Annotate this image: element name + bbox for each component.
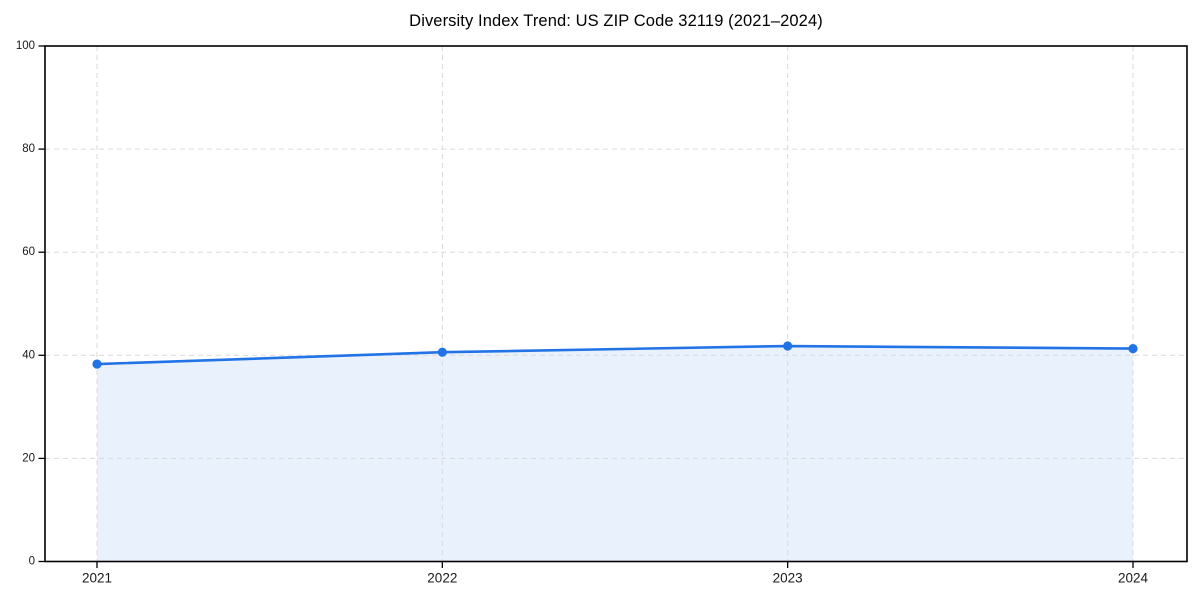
y-tick-label-0: 0 (29, 556, 35, 568)
data-point-2022 (437, 347, 447, 357)
data-point-2023 (783, 341, 793, 351)
x-tick-label-2024: 2024 (1118, 571, 1149, 586)
x-tick-label-2023: 2023 (773, 571, 803, 586)
data-point-2024 (1128, 343, 1138, 354)
area-fill (97, 346, 1133, 562)
y-tick-label-40: 40 (22, 349, 35, 361)
y-tick-label-100: 100 (16, 40, 35, 52)
trend-line (95, 344, 1135, 366)
data-point-2021 (92, 359, 102, 369)
y-tick-label-60: 60 (22, 246, 35, 258)
x-tick-label-2022: 2022 (427, 571, 457, 586)
y-tick-label-20: 20 (22, 452, 35, 464)
chart-title: Diversity Index Trend: US ZIP Code 32119… (409, 12, 823, 30)
y-tick-label-80: 80 (22, 143, 35, 155)
x-tick-label-2021: 2021 (82, 571, 112, 586)
plot-box-spines (44, 45, 1188, 563)
